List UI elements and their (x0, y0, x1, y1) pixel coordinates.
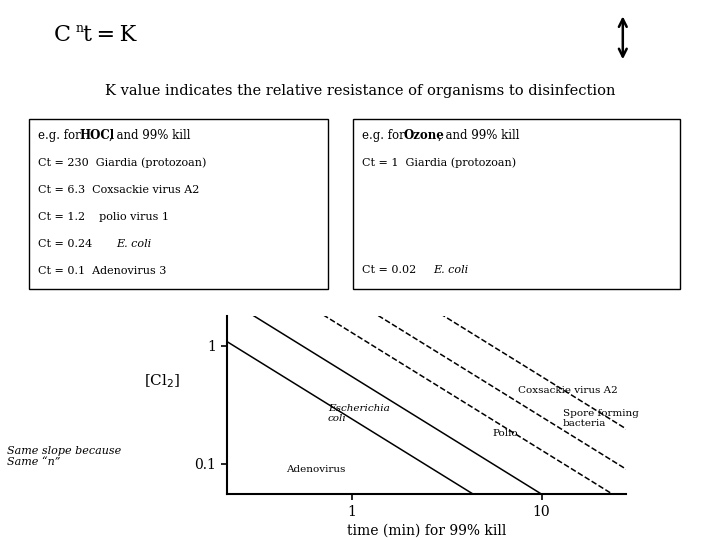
Text: Ct = 0.1  Adenovirus 3: Ct = 0.1 Adenovirus 3 (38, 266, 166, 276)
Text: Spore forming
bacteria: Spore forming bacteria (563, 409, 639, 428)
Text: K value indicates the relative resistance of organisms to disinfection: K value indicates the relative resistanc… (104, 84, 616, 98)
Text: Adenovirus: Adenovirus (286, 465, 345, 474)
Text: Ct = 0.02: Ct = 0.02 (362, 265, 423, 275)
Text: t = K: t = K (83, 24, 136, 46)
Text: n: n (76, 22, 84, 35)
FancyBboxPatch shape (29, 119, 328, 289)
Text: Escherichia
coli: Escherichia coli (328, 404, 390, 423)
Text: Polio: Polio (492, 429, 518, 438)
Text: E. coli: E. coli (116, 239, 151, 249)
Text: e.g. for: e.g. for (38, 129, 85, 141)
Text: HOCl: HOCl (79, 129, 114, 141)
Text: Ct = 230  Giardia (protozoan): Ct = 230 Giardia (protozoan) (38, 158, 207, 168)
Text: Ozone: Ozone (403, 129, 444, 141)
Text: Ct = 6.3  Coxsackie virus A2: Ct = 6.3 Coxsackie virus A2 (38, 185, 199, 195)
Text: Ct = 1  Giardia (protozoan): Ct = 1 Giardia (protozoan) (362, 158, 516, 168)
Text: , and 99% kill: , and 99% kill (438, 129, 519, 141)
Text: [Cl$_2$]: [Cl$_2$] (144, 372, 181, 389)
Text: Same slope because
Same “n”: Same slope because Same “n” (7, 446, 122, 467)
FancyBboxPatch shape (353, 119, 680, 289)
Text: E. coli: E. coli (433, 265, 468, 275)
Text: e.g. for: e.g. for (362, 129, 409, 141)
X-axis label: time (min) for 99% kill: time (min) for 99% kill (347, 524, 506, 538)
Text: Ct = 0.24: Ct = 0.24 (38, 239, 99, 249)
Text: Coxsackie virus A2: Coxsackie virus A2 (518, 386, 618, 395)
Text: C: C (54, 24, 71, 46)
Text: , and 99% kill: , and 99% kill (109, 129, 190, 141)
Text: Ct = 1.2    polio virus 1: Ct = 1.2 polio virus 1 (38, 212, 169, 222)
